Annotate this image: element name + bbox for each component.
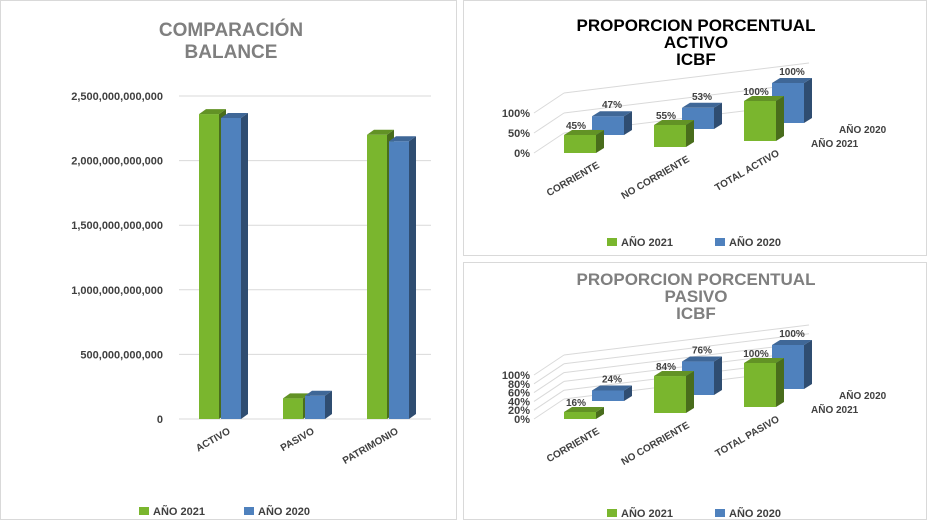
pasivo-gridline-5 [563,324,810,356]
pasivo-chart-panel: PROPORCION PORCENTUAL PASIVO ICBF 0% 20% 40% 6… [463,262,927,520]
activo-chart-panel: PROPORCION PORCENTUAL ACTIVO ICBF 0% 50% 100%… [463,0,927,256]
activo-y-tick-2: 100% [502,108,530,120]
activo-x-label-3: TOTAL ACTIVO [713,148,781,194]
activo-grid-diag-1 [533,112,565,134]
balance-x-label-patrimonio: PATRIMONIO [341,426,401,467]
activo-title-line-2: ACTIVO [664,33,728,52]
balance-legend-label-1: AÑO 2021 [153,505,205,518]
pasivo-grid-diag-5 [533,354,565,376]
activo-legend-swatch-2 [715,238,725,246]
balance-y-tick-0: 0 [157,414,163,426]
pasivo-x-label-1: CORRIENTE [545,426,602,465]
pasivo-bar-front-1 [564,406,604,419]
pasivo-grid-diag-3 [533,372,565,394]
pasivo-label-back-3: 100% [779,329,805,340]
pasivo-title-line-3: ICBF [676,304,716,323]
activo-depth-label-2020: AÑO 2020 [839,123,887,136]
balance-y-tick-1: 500,000,000,000 [80,349,163,361]
pasivo-label-front-1: 16% [566,398,586,409]
pasivo-grid-diag-0 [533,398,565,420]
activo-x-label-1: CORRIENTE [545,160,602,199]
activo-label-back-1: 47% [602,100,622,111]
pasivo-grid-diag-2 [533,380,565,402]
activo-grid-diag-2 [533,92,565,114]
activo-label-front-3: 100% [743,87,769,98]
balance-y-tick-5: 2,500,000,000,000 [71,91,163,103]
balance-y-tick-3: 1,500,000,000,000 [71,220,163,232]
activo-y-tick-0: 0% [514,148,530,160]
pasivo-bar-front-3 [744,358,784,407]
activo-legend-label-2: AÑO 2020 [729,236,781,249]
balance-x-label-activo: ACTIVO [194,426,232,455]
activo-label-front-2: 55% [656,111,676,122]
activo-title-line-3: ICBF [676,50,716,69]
activo-bar-front-2 [654,120,694,147]
pasivo-y-tick-1: 20% [508,405,530,417]
pasivo-label-front-2: 84% [656,362,676,373]
pasivo-y-tick-0: 0% [514,414,530,426]
balance-bar-patrimonio-2 [389,136,416,419]
activo-bar-back-1 [592,111,632,135]
activo-depth-label-2021: AÑO 2021 [811,137,859,150]
balance-legend-swatch-2 [244,507,254,515]
pasivo-label-back-2: 76% [692,346,712,357]
pasivo-x-label-2: NO CORRIENTE [620,420,692,468]
balance-title-line-1: COMPARACIÓN [159,19,303,41]
balance-bar-pasivo-2 [305,390,332,419]
balance-y-tick-2: 1,000,000,000,000 [71,285,163,297]
activo-bar-front-1 [564,130,604,153]
activo-bar-front-3 [744,96,784,141]
pasivo-title-line-2: PASIVO [665,287,728,306]
pasivo-legend-label-1: AÑO 2021 [621,507,673,520]
activo-legend-label-1: AÑO 2021 [621,236,673,249]
pasivo-label-front-3: 100% [743,349,769,360]
pasivo-label-back-1: 24% [602,374,622,385]
balance-legend-label-2: AÑO 2020 [258,505,310,518]
pasivo-gridline-4 [563,333,810,365]
pasivo-bar-front-2 [654,371,694,413]
balance-bar-activo-2 [221,112,248,420]
activo-y-tick-1: 50% [508,128,530,140]
activo-label-front-1: 45% [566,121,586,132]
pasivo-bar-back-3 [772,340,812,389]
activo-gridline-1 [563,82,810,114]
balance-title-line-2: BALANCE [185,42,278,63]
pasivo-legend-swatch-2 [715,509,725,517]
pasivo-depth-label-2020: AÑO 2020 [839,389,887,402]
activo-gridline-2 [563,62,810,94]
activo-label-back-2: 53% [692,92,712,103]
activo-grid-diag-0 [533,132,565,154]
pasivo-legend-swatch-1 [607,509,617,517]
activo-x-label-2: NO CORRIENTE [620,154,692,202]
activo-title-line-1: PROPORCION PORCENTUAL [577,16,816,35]
pasivo-grid-diag-4 [533,363,565,385]
pasivo-title-line-1: PROPORCION PORCENTUAL [577,270,816,289]
pasivo-y-tick-4: 80% [508,379,530,391]
balance-chart-panel: COMPARACIÓN BALANCE 0 500,000,000,000 1,000,… [0,0,457,520]
pasivo-x-label-3: TOTAL PASIVO [714,414,782,460]
activo-legend-swatch-1 [607,238,617,246]
balance-bar-pasivo-1 [283,393,310,419]
activo-label-back-3: 100% [779,67,805,78]
pasivo-bar-back-1 [592,385,632,401]
balance-x-label-pasivo: PASIVO [279,426,317,454]
balance-y-tick-4: 2,000,000,000,000 [71,156,163,168]
balance-legend-swatch-1 [139,507,149,515]
pasivo-y-tick-2: 40% [508,396,530,408]
pasivo-grid-diag-1 [533,389,565,411]
pasivo-depth-label-2021: AÑO 2021 [811,403,859,416]
pasivo-gridline-3 [563,342,810,374]
pasivo-y-tick-3: 60% [508,388,530,400]
pasivo-y-tick-5: 100% [502,370,530,382]
pasivo-legend-label-2: AÑO 2020 [729,507,781,520]
